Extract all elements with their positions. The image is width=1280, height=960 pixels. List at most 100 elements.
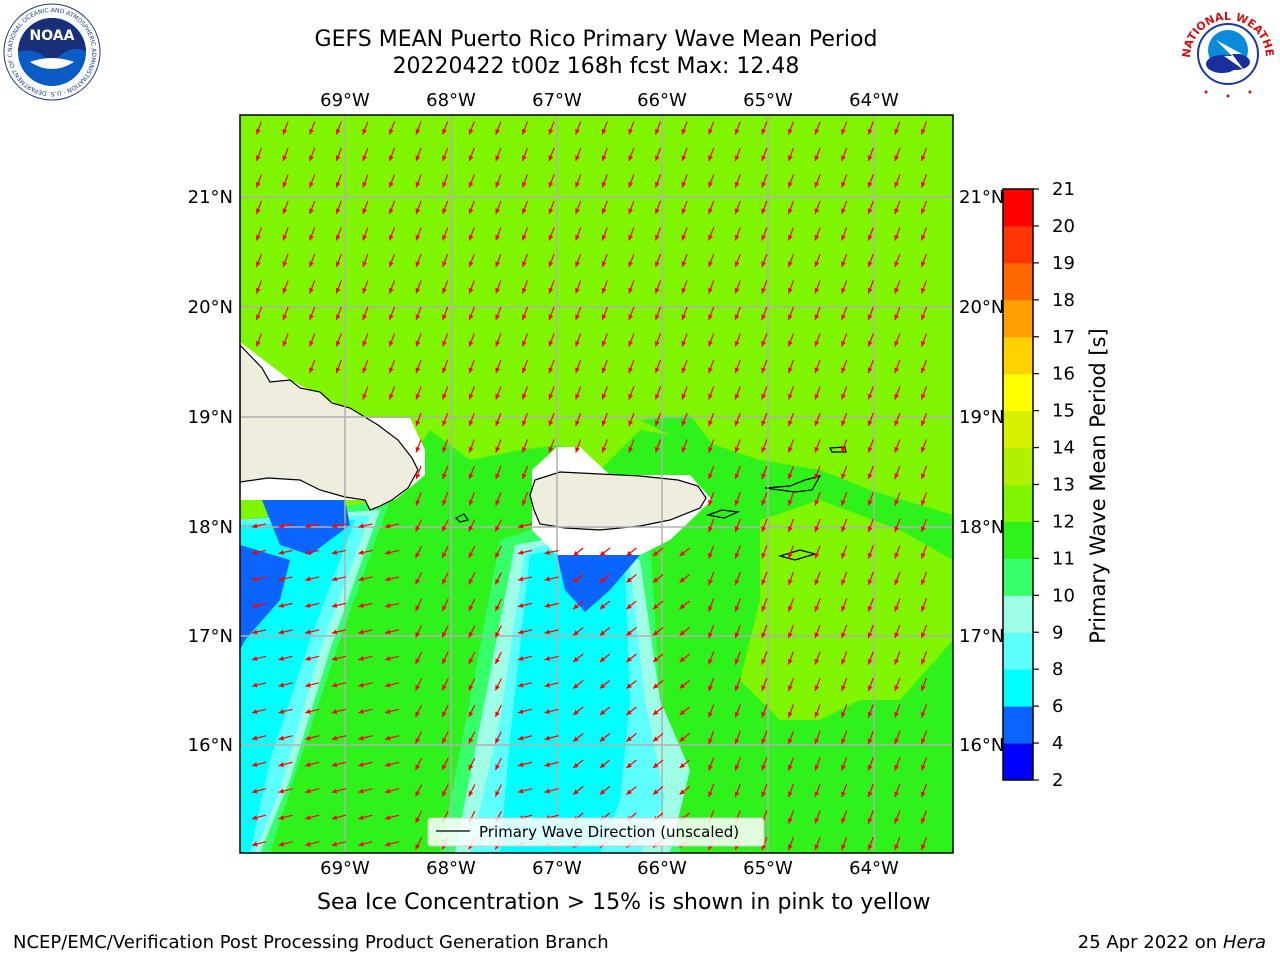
wave-arrow [415,439,422,453]
wave-arrow [309,333,316,347]
wave-arrow [626,680,637,689]
wave-arrow [814,386,821,400]
colorbar: 2 4 6 8 9 10 11 12 13 14 15 16 17 18 19 20 21 [1002,179,1075,791]
wave-arrow [787,253,795,268]
lat-label-right-2: 19°N [959,407,1004,428]
wave-arrow [679,706,690,716]
wave-arrow [495,280,502,294]
wave-arrow [442,306,449,321]
wave-arrow [305,841,320,847]
wave-arrow [814,412,821,427]
wave-arrow [867,386,874,400]
wave-arrow [441,651,449,665]
lat-label-right-3: 18°N [959,517,1004,538]
wave-arrow [575,253,582,268]
wave-arrow [384,549,400,555]
wave-arrow [787,651,795,665]
wave-arrow [517,655,533,661]
wave-arrow [362,306,369,321]
wave-arrow [468,465,475,480]
wave-arrow [495,174,502,188]
wave-arrow [626,627,637,636]
wave-arrow [761,359,768,374]
wave-arrow [388,200,396,215]
wave-arrow [572,759,584,769]
wave-arrow [894,810,901,824]
wave-arrow [251,576,267,582]
footer-date: 25 Apr 2022 on Hera [1078,932,1266,953]
wave-arrow [278,682,293,688]
wave-arrow [708,412,715,427]
lon-label-bottom-2: 67°W [532,858,582,879]
wave-arrow [335,174,342,188]
wave-arrow [681,147,688,162]
wave-arrow [468,625,476,638]
wave-arrow [468,731,476,744]
wave-arrow [894,439,901,453]
wave-arrow [495,121,502,135]
wave-arrow [415,837,423,850]
wave-arrow [468,439,475,453]
wave-arrow [841,253,848,268]
wave-arrow [335,227,342,241]
wave-arrow [761,227,768,241]
lat-label-left-2: 19°N [188,407,233,428]
wave-arrow [654,121,662,135]
wave-arrow [626,600,637,610]
wave-arrow [761,333,768,347]
wave-arrow [920,704,928,718]
wave-arrow [544,576,559,582]
wave-arrow [708,253,715,268]
wave-arrow [761,465,768,480]
wave-arrow [628,253,635,268]
wave-arrow [894,492,901,506]
wave-arrow [708,598,715,612]
wave-arrow [894,147,901,162]
wave-arrow [708,227,715,241]
wave-arrow [305,549,320,555]
wave-arrow [575,174,582,188]
wave-arrow [305,602,320,608]
wave-arrow [920,518,928,533]
wave-arrow [468,200,475,215]
wave-arrow [495,227,502,241]
wave-arrow [309,121,316,135]
wave-arrow [841,174,848,188]
wave-arrow [708,174,715,188]
footer-machine: Hera [1222,932,1266,953]
wave-arrow [761,280,768,294]
wave-arrow [441,545,449,559]
wave-arrow [814,121,821,135]
wave-arrow [468,412,475,427]
wave-arrow [787,492,795,506]
wave-arrow [468,492,475,506]
wave-arrow [517,523,533,529]
wave-arrow [867,810,874,824]
wave-arrow [708,624,715,639]
wave-arrow [787,810,795,824]
wave-arrow [599,786,611,795]
chart-title: GEFS MEAN Puerto Rico Primary Wave Mean … [314,27,878,52]
colorbar-label: Primary Wave Mean Period [s] [1086,328,1110,644]
wave-arrow [415,306,422,321]
wave-arrow [415,147,422,162]
wave-arrow [468,704,476,718]
wave-arrow [548,412,555,427]
wave-arrow [278,814,293,820]
wave-arrow [734,412,741,427]
wave-arrow [599,680,611,689]
wave-arrow [362,253,369,268]
wave-arrow [787,704,795,718]
wave-arrow [761,200,768,215]
wave-arrow [894,571,901,586]
wave-arrow [628,227,635,241]
wave-arrow [814,439,821,453]
wave-arrow [626,733,637,742]
wave-arrow [761,121,768,135]
wave-arrow [521,492,529,506]
wave-arrow [920,624,928,639]
wave-arrow [761,147,768,162]
lon-label-bottom-4: 65°W [743,858,793,879]
wave-arrow [388,121,396,135]
wave-arrow [494,704,502,718]
